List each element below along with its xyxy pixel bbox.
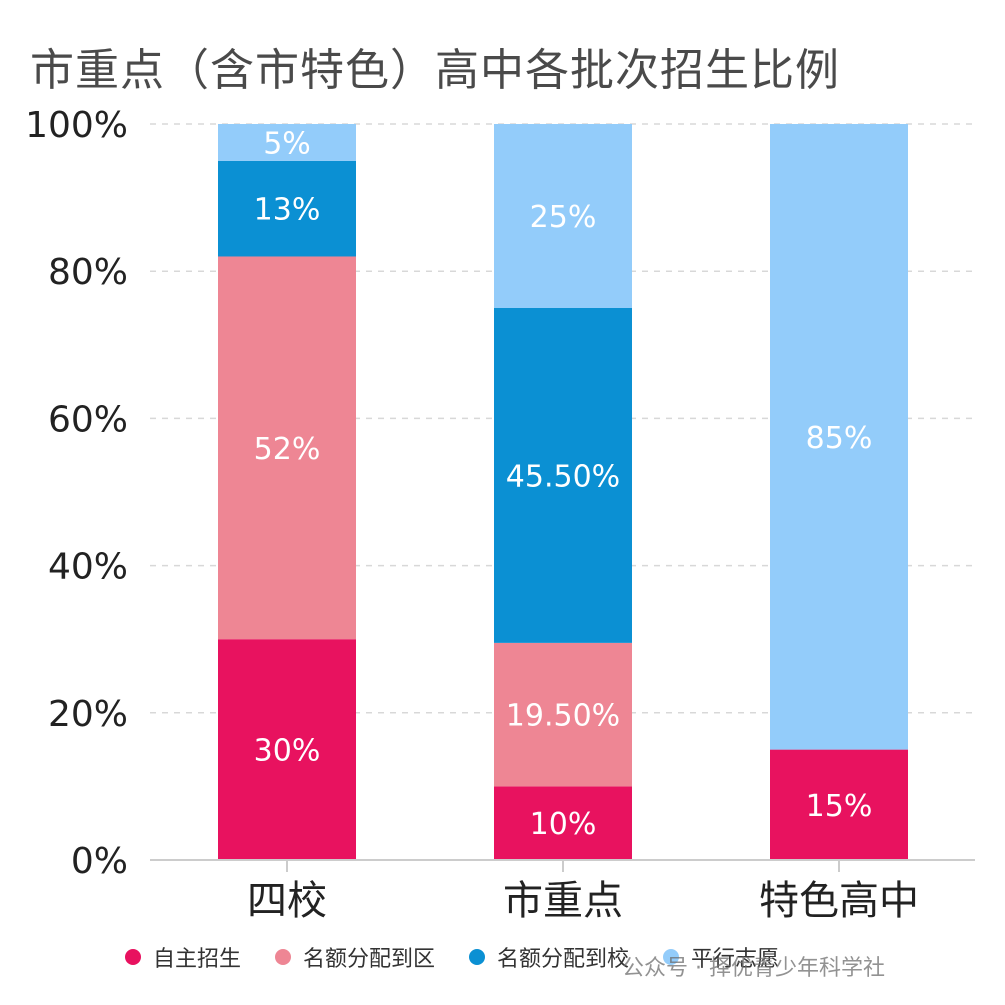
chart-title: 市重点（含市特色）高中各批次招生比例 <box>30 45 840 96</box>
y-tick-label: 60% <box>48 399 128 440</box>
bar-segment <box>218 160 356 257</box>
bar-segment <box>494 642 632 787</box>
legend-item: 名额分配到校 <box>469 941 629 973</box>
bar-segment <box>770 124 908 750</box>
bar-segment <box>218 639 356 860</box>
watermark-text: 公众号 · 择优青少年科学社 <box>622 956 885 981</box>
legend-swatch <box>275 949 292 965</box>
legend-label: 自主招生 <box>153 947 242 972</box>
legend-item: 自主招生 <box>125 941 241 973</box>
legend-swatch <box>469 949 486 965</box>
legend-swatch <box>663 949 680 965</box>
legend: 自主招生 名额分配到区 名额分配到校 平行志愿 <box>125 940 813 974</box>
data-label: 19.50% <box>506 699 620 734</box>
x-tick-label: 市重点 <box>503 878 623 924</box>
x-tick-label: 四校 <box>247 878 327 924</box>
x-tick-label: 特色高中 <box>759 878 919 924</box>
bar-segment <box>494 308 632 643</box>
data-label: 25% <box>530 200 597 235</box>
data-label: 52% <box>254 432 321 467</box>
legend-item: 平行志愿 <box>663 941 779 973</box>
data-label: 13% <box>254 193 321 228</box>
data-label: 10% <box>530 807 597 842</box>
bar-segment <box>494 786 632 860</box>
legend-item: 名额分配到区 <box>275 941 435 973</box>
legend-swatch <box>125 949 141 965</box>
data-label: 5% <box>263 126 311 161</box>
data-label: 30% <box>254 734 321 769</box>
legend-label: 名额分配到校 <box>497 947 630 972</box>
y-tick-label: 0% <box>71 841 128 882</box>
legend-label: 名额分配到区 <box>303 947 436 972</box>
data-label: 85% <box>806 421 873 456</box>
bar-segment <box>494 124 632 308</box>
bar-segment <box>770 749 908 860</box>
bar-segment <box>218 256 356 640</box>
y-tick-label: 20% <box>48 694 128 735</box>
y-tick-label: 40% <box>48 547 128 588</box>
data-label: 15% <box>806 789 873 824</box>
y-tick-label: 80% <box>48 252 128 293</box>
legend-label: 平行志愿 <box>691 947 780 972</box>
data-label: 45.50% <box>506 459 620 494</box>
bar-segment <box>218 124 356 161</box>
y-tick-label: 100% <box>25 105 128 146</box>
